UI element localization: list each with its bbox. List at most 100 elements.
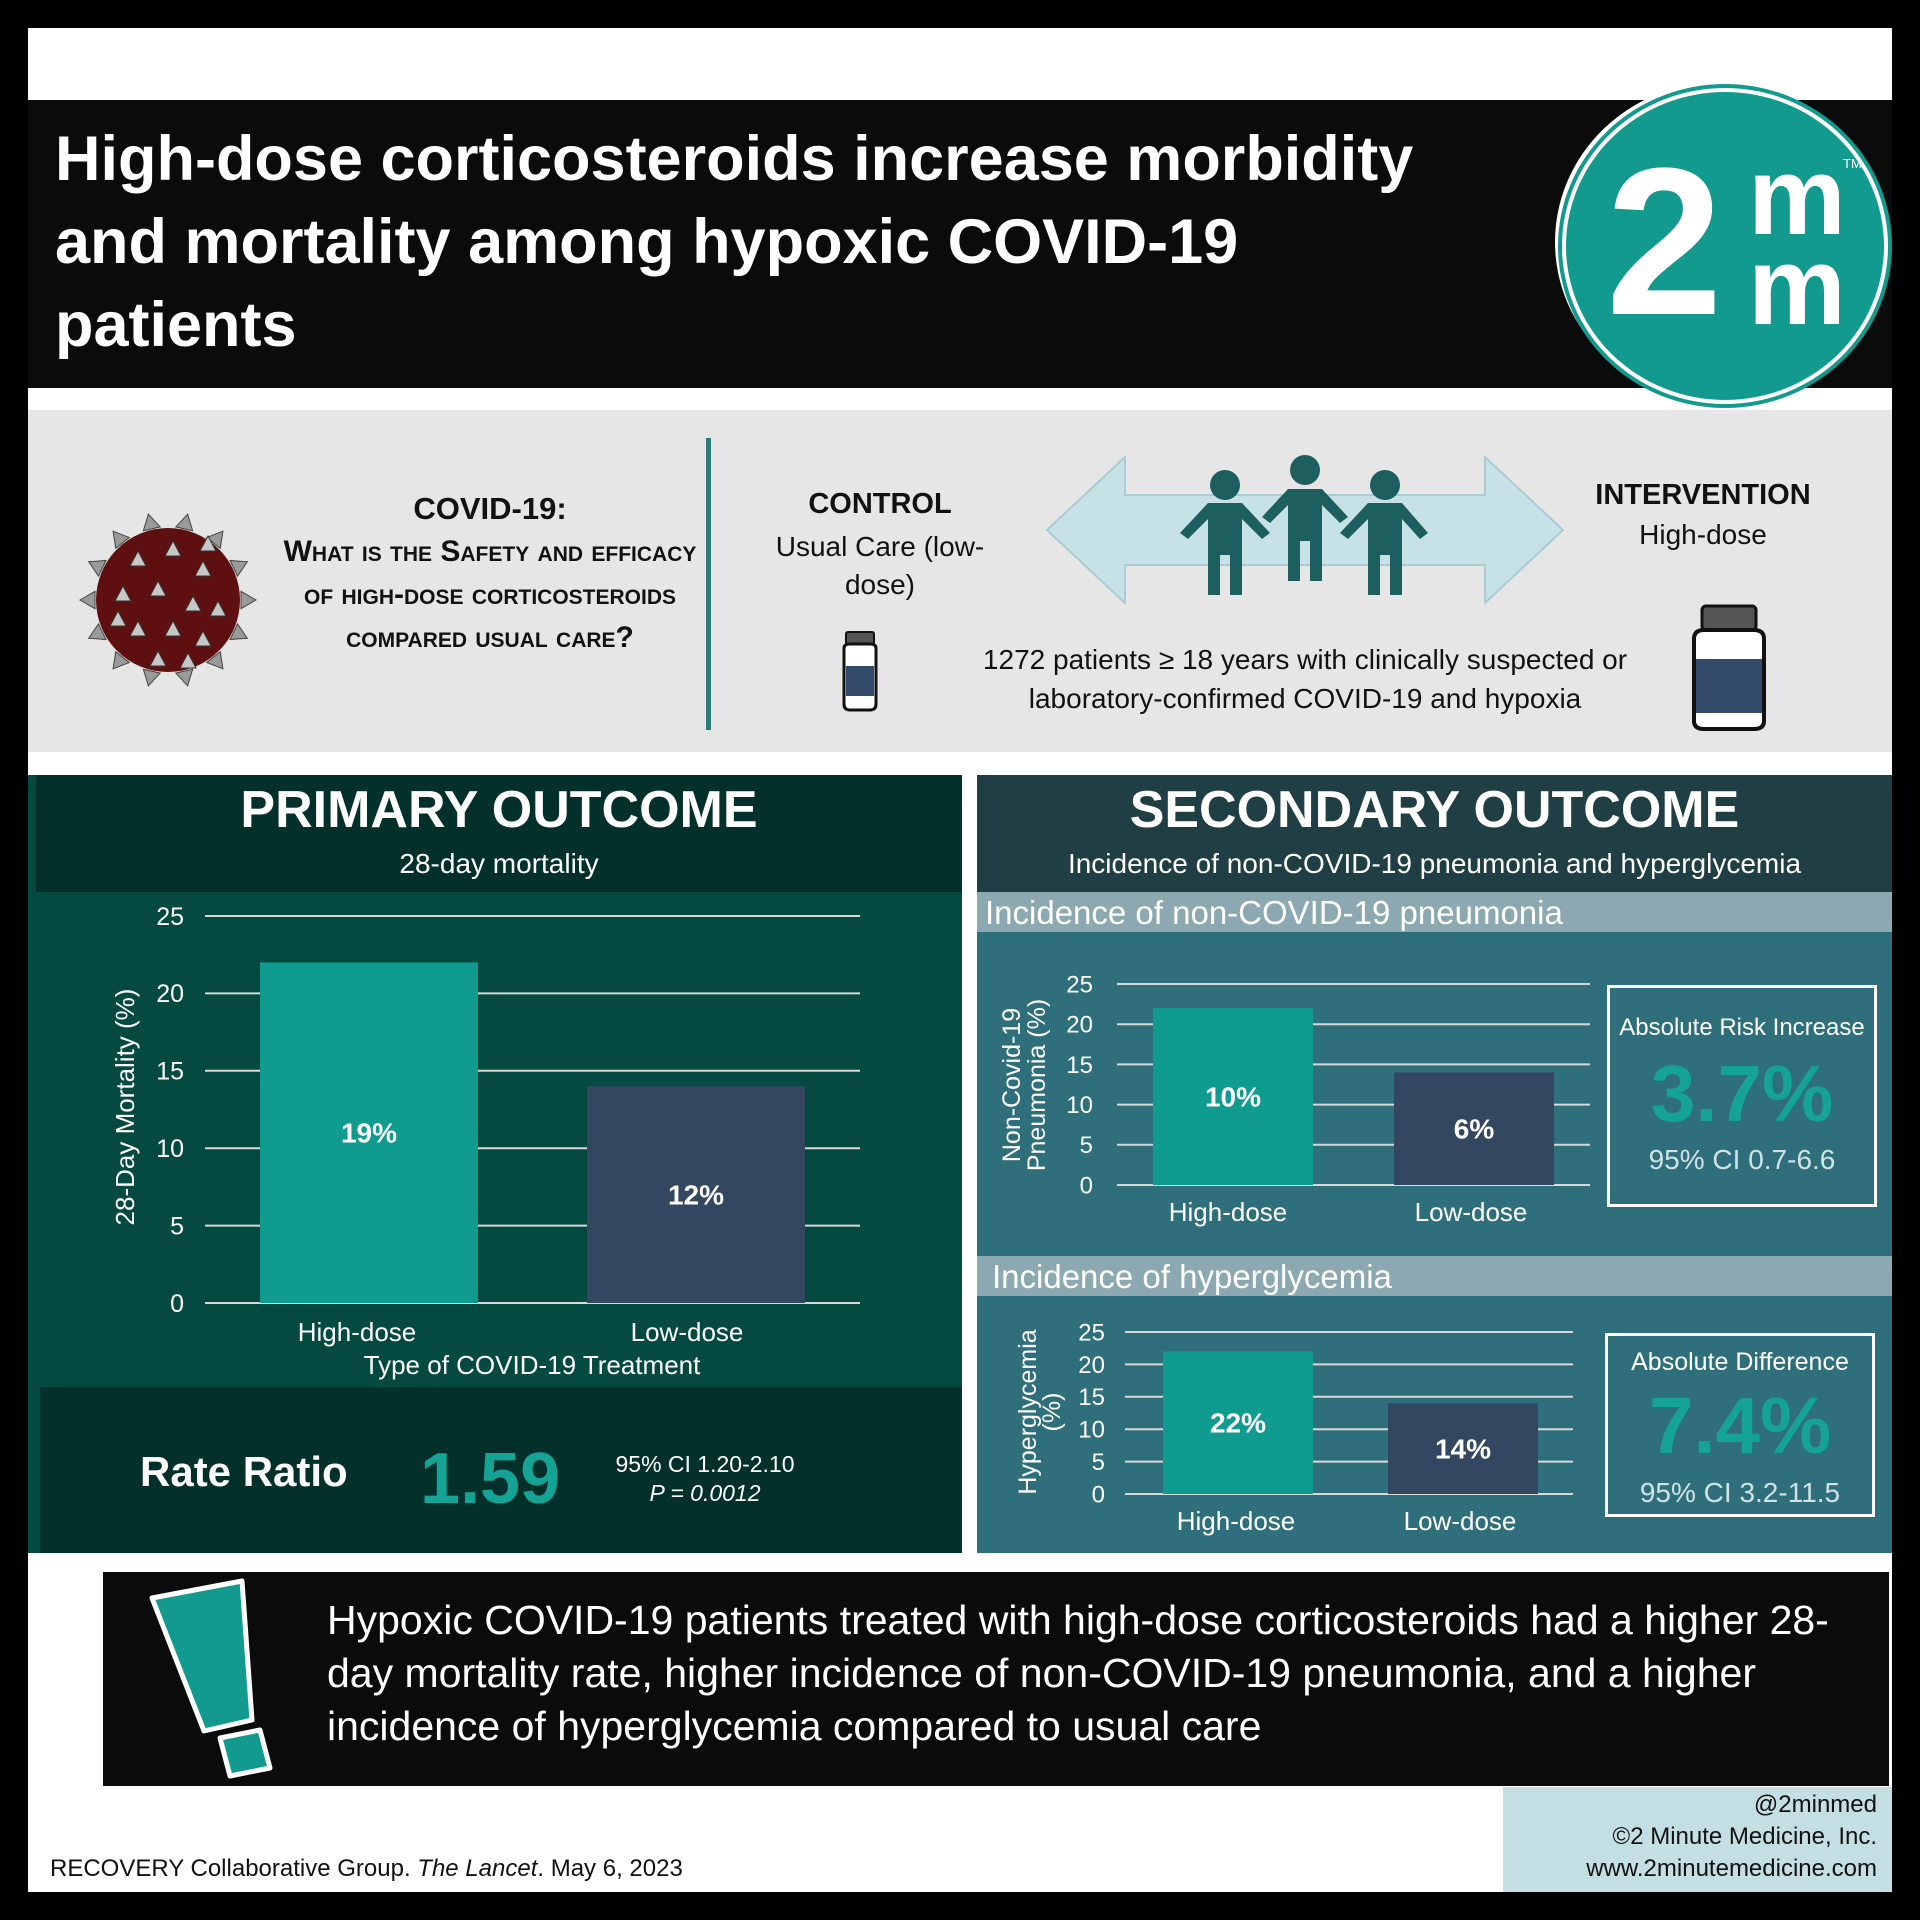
logo-m-bottom: m bbox=[1748, 225, 1846, 348]
control-description: Usual Care (low-dose) bbox=[775, 531, 985, 600]
y-tick-label: 0 bbox=[1092, 1481, 1105, 1508]
bar-data-label: 22% bbox=[1210, 1408, 1266, 1439]
x-category-label: High-dose bbox=[1169, 1197, 1288, 1227]
primary-outcome-title: PRIMARY OUTCOME bbox=[240, 781, 758, 839]
absolute-difference-box bbox=[1605, 1333, 1875, 1517]
patients-icon bbox=[1180, 455, 1428, 595]
y-tick-label: 15 bbox=[1078, 1384, 1105, 1411]
copyright-notice: ©2 Minute Medicine, Inc. bbox=[1612, 1823, 1877, 1850]
rate-ratio-value: 1.59 bbox=[420, 1439, 561, 1519]
large-vial-icon bbox=[1692, 604, 1766, 731]
y-tick-label: 5 bbox=[1092, 1449, 1105, 1476]
y-tick-label: 10 bbox=[1078, 1417, 1105, 1444]
hyperglycemia-section-title: Incidence of hyperglycemia bbox=[992, 1258, 1392, 1295]
y-tick-label: 15 bbox=[1066, 1052, 1093, 1079]
bar-data-label: 6% bbox=[1454, 1114, 1495, 1145]
footer-credit-box bbox=[1503, 1787, 1892, 1892]
pneumonia-section-band bbox=[977, 892, 1892, 932]
y-tick-label: 20 bbox=[1066, 1012, 1093, 1039]
y-tick-label: 25 bbox=[1078, 1319, 1105, 1346]
virus-icon bbox=[79, 513, 257, 687]
control-label: CONTROL bbox=[808, 488, 952, 520]
logo-trademark: TM bbox=[1843, 156, 1862, 171]
absolute-risk-increase-value: 3.7% bbox=[1650, 1049, 1834, 1138]
x-category-label: Low-dose bbox=[631, 1317, 744, 1347]
x-axis-label: Type of COVID-19 Treatment bbox=[364, 1350, 701, 1380]
bar-data-label: 14% bbox=[1435, 1433, 1491, 1464]
x-category-label: Low-dose bbox=[1415, 1197, 1528, 1227]
divider-line bbox=[706, 438, 711, 730]
absolute-difference-label: Absolute Difference bbox=[1631, 1348, 1849, 1376]
secondary-outcome-title: SECONDARY OUTCOME bbox=[1129, 781, 1740, 839]
absolute-risk-increase-box bbox=[1607, 985, 1877, 1207]
small-vial-icon bbox=[842, 631, 878, 712]
y-axis-label: Pneumonia (%) bbox=[1023, 999, 1051, 1171]
pneumonia-section-title: Incidence of non-COVID-19 pneumonia bbox=[985, 894, 1563, 931]
bar-data-label: 12% bbox=[668, 1179, 724, 1210]
study-design-panel bbox=[28, 410, 1892, 752]
y-tick-label: 0 bbox=[1080, 1172, 1093, 1199]
footer-credits: @2minmed ©2 Minute Medicine, Inc. www.2m… bbox=[1503, 1789, 1877, 1885]
absolute-difference-ci: 95% CI 3.2-11.5 bbox=[1639, 1477, 1841, 1508]
rate-ratio-panel bbox=[40, 1387, 962, 1553]
x-category-label: High-dose bbox=[1177, 1506, 1296, 1536]
y-tick-label: 25 bbox=[156, 903, 184, 931]
rate-ratio-stats: 95% CI 1.20-2.10 P = 0.0012 bbox=[575, 1450, 835, 1508]
y-tick-label: 25 bbox=[1066, 971, 1093, 998]
y-tick-label: 5 bbox=[170, 1212, 184, 1240]
rate-ratio-label: Rate Ratio bbox=[140, 1448, 348, 1495]
question-heading: COVID-19: bbox=[413, 491, 567, 526]
rate-ratio-p-value: P = 0.0012 bbox=[649, 1480, 761, 1506]
bar bbox=[1394, 1072, 1554, 1185]
y-tick-label: 20 bbox=[1078, 1352, 1105, 1379]
study-question: COVID-19: What is the Safety and efficac… bbox=[270, 488, 710, 659]
y-tick-label: 20 bbox=[156, 980, 184, 1008]
x-category-label: Low-dose bbox=[1404, 1506, 1517, 1536]
conclusion-banner bbox=[103, 1572, 1889, 1786]
y-axis-label: Hyperglycemia bbox=[1014, 1329, 1042, 1494]
bar bbox=[260, 962, 478, 1303]
exclamation-icon bbox=[149, 1578, 273, 1779]
y-tick-label: 10 bbox=[1066, 1092, 1093, 1119]
intervention-label: INTERVENTION bbox=[1595, 479, 1811, 511]
bar bbox=[1388, 1403, 1538, 1494]
website-link[interactable]: www.2minutemedicine.com bbox=[1586, 1855, 1877, 1882]
x-category-label: High-dose bbox=[298, 1317, 417, 1347]
patient-population: 1272 patients ≥ 18 years with clinically… bbox=[982, 644, 1628, 714]
y-tick-label: 0 bbox=[170, 1290, 184, 1318]
pneumonia-chart: 0 5 10 15 20 25 10% High-dose 6% Low-dose Non-Covi… bbox=[998, 971, 1590, 1227]
hyperglycemia-chart: 0 5 10 15 20 25 22% High-dose 14% Low-dose Hypergl… bbox=[1014, 1319, 1573, 1536]
conclusion-text: Hypoxic COVID-19 patients treated with h… bbox=[327, 1597, 1829, 1749]
citation-journal: The Lancet bbox=[417, 1855, 538, 1882]
logo-m-top: m bbox=[1748, 135, 1846, 258]
y-axis-label: (%) bbox=[1038, 1393, 1066, 1432]
primary-outcome-header bbox=[36, 775, 962, 892]
bar bbox=[1153, 1008, 1313, 1185]
secondary-outcome-header bbox=[977, 775, 1892, 892]
intervention-description: High-dose bbox=[1639, 519, 1767, 550]
question-text: What is the Safety and efficacy of high-… bbox=[283, 535, 697, 654]
twitter-handle: @2minmed bbox=[1753, 1791, 1877, 1818]
citation-authors: RECOVERY Collaborative Group. bbox=[50, 1855, 418, 1882]
hyperglycemia-section-band bbox=[977, 1256, 1892, 1296]
absolute-risk-increase-label: Absolute Risk Increase bbox=[1619, 1014, 1865, 1041]
y-tick-label: 10 bbox=[156, 1135, 184, 1163]
primary-outcome-subtitle: 28-day mortality bbox=[399, 848, 599, 879]
bar bbox=[1163, 1351, 1313, 1494]
y-tick-label: 5 bbox=[1080, 1132, 1093, 1159]
y-axis-label: 28-Day Mortality (%) bbox=[110, 989, 140, 1226]
bar-data-label: 19% bbox=[341, 1118, 397, 1149]
y-axis-label: Non-Covid-19 bbox=[998, 1008, 1026, 1162]
citation: RECOVERY Collaborative Group. The Lancet… bbox=[50, 1855, 683, 1883]
absolute-risk-increase-ci: 95% CI 0.7-6.6 bbox=[1648, 1144, 1836, 1175]
y-tick-label: 15 bbox=[156, 1058, 184, 1086]
citation-date: . May 6, 2023 bbox=[537, 1855, 683, 1882]
absolute-difference-value: 7.4% bbox=[1648, 1381, 1832, 1470]
bar-data-label: 10% bbox=[1205, 1081, 1261, 1112]
rate-ratio-ci: 95% CI 1.20-2.10 bbox=[615, 1451, 795, 1477]
2minutemedicine-logo: 2 m m TM bbox=[1562, 88, 1888, 404]
page-title: High-dose corticosteroids increase morbi… bbox=[55, 124, 1414, 360]
bar bbox=[587, 1086, 805, 1303]
logo-two: 2 bbox=[1606, 124, 1723, 359]
